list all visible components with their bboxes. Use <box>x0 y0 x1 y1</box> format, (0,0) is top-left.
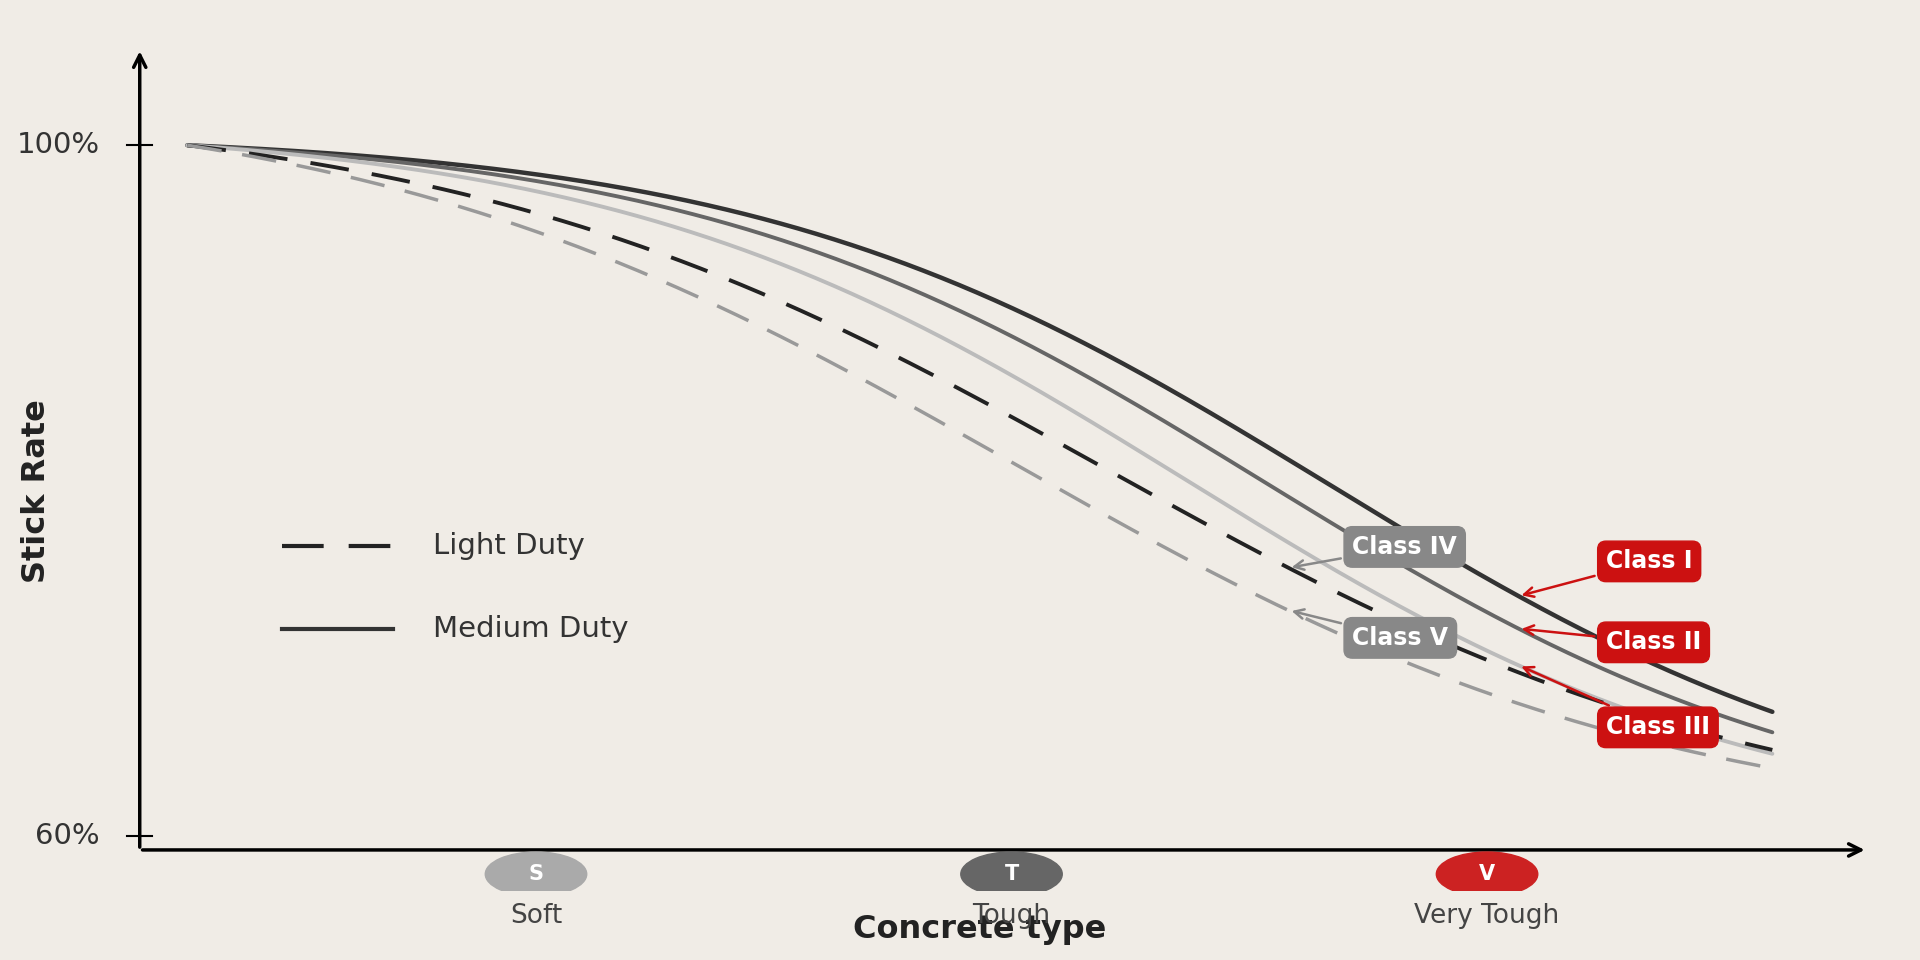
Text: Tough: Tough <box>972 903 1050 929</box>
Text: Medium Duty: Medium Duty <box>434 614 628 643</box>
Text: 60%: 60% <box>35 822 100 851</box>
Circle shape <box>1436 852 1538 897</box>
Text: Light Duty: Light Duty <box>434 532 586 560</box>
Circle shape <box>486 852 588 897</box>
Text: Class III: Class III <box>1524 667 1711 739</box>
Text: Concrete type: Concrete type <box>852 914 1106 945</box>
Text: Stick Rate: Stick Rate <box>21 398 52 583</box>
Text: Very Tough: Very Tough <box>1415 903 1559 929</box>
Text: V: V <box>1478 864 1496 884</box>
Text: Class I: Class I <box>1524 549 1692 597</box>
Text: 100%: 100% <box>17 132 100 159</box>
Text: Class IV: Class IV <box>1294 535 1457 569</box>
Text: Class II: Class II <box>1524 625 1701 655</box>
Text: S: S <box>528 864 543 884</box>
Text: T: T <box>1004 864 1020 884</box>
Circle shape <box>960 852 1062 897</box>
Text: Soft: Soft <box>511 903 563 929</box>
Text: Class V: Class V <box>1294 610 1448 650</box>
